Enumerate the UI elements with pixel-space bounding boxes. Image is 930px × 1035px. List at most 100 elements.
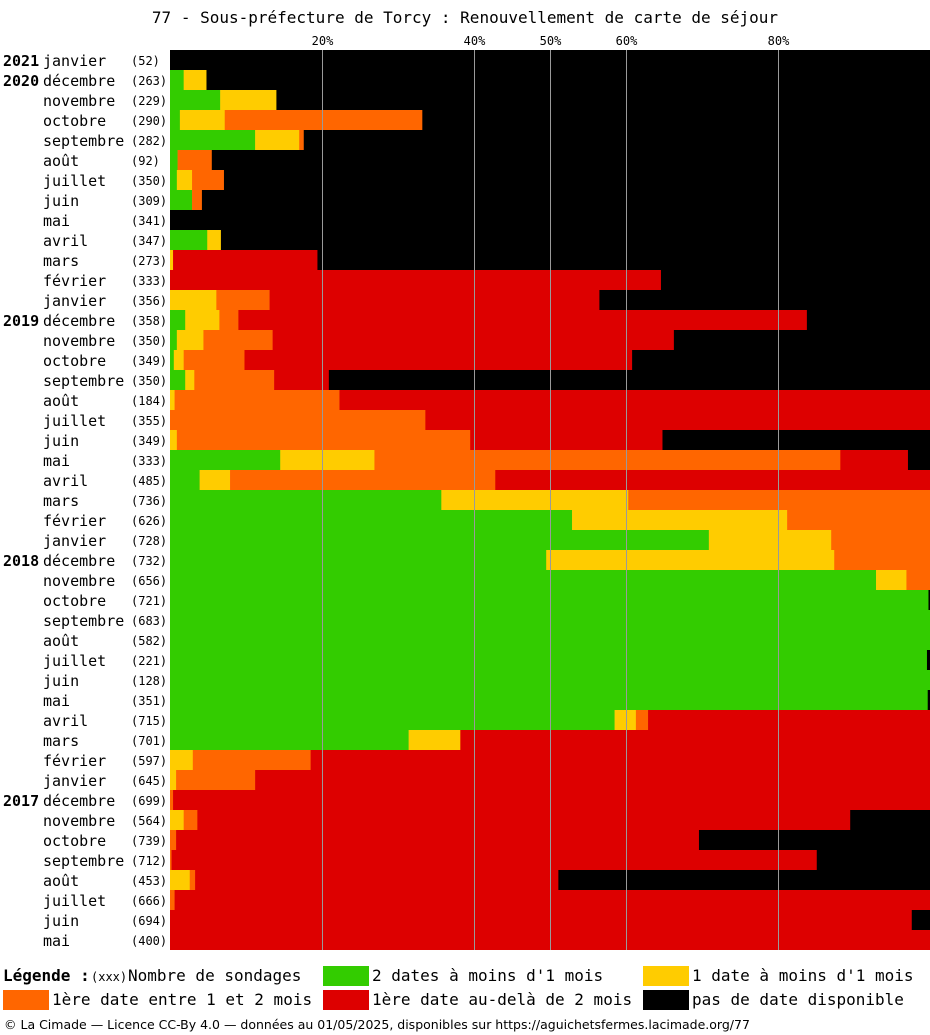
month-label: janvier bbox=[43, 772, 106, 790]
bar-row-30 bbox=[170, 650, 930, 670]
month-label: janvier bbox=[43, 532, 106, 550]
count-label: (351) bbox=[131, 694, 167, 708]
bar-row-4 bbox=[170, 130, 930, 150]
count-label: (683) bbox=[131, 614, 167, 628]
bar-segment-pas-de-date-disponible bbox=[220, 230, 930, 250]
bar-row-7 bbox=[170, 190, 930, 210]
bar-segment-pas-de-date-disponible bbox=[276, 90, 930, 110]
count-label: (350) bbox=[131, 374, 167, 388]
bar-segment-1ere-date-au-dela-de-2-mois bbox=[255, 770, 930, 790]
bar-segment-2-dates-a-moins-d-1-mois bbox=[170, 470, 200, 490]
count-label: (355) bbox=[131, 414, 167, 428]
bar-segment-2-dates-a-moins-d-1-mois bbox=[170, 490, 442, 510]
month-label: avril bbox=[43, 712, 88, 730]
month-label: juin bbox=[43, 192, 79, 210]
bar-segment-1ere-date-entre-1-et-2-mois bbox=[299, 130, 305, 150]
bar-segment-pas-de-date-disponible bbox=[223, 170, 930, 190]
bar-row-2 bbox=[170, 90, 930, 110]
bar-segment-2-dates-a-moins-d-1-mois bbox=[170, 450, 281, 470]
year-label: 2018 bbox=[3, 552, 39, 570]
count-label: (721) bbox=[131, 594, 167, 608]
bar-row-22 bbox=[170, 490, 930, 510]
count-label: (597) bbox=[131, 754, 167, 768]
bar-segment-1ere-date-au-dela-de-2-mois bbox=[174, 890, 930, 910]
x-tick-label: 80% bbox=[768, 34, 790, 48]
bar-segment-2-dates-a-moins-d-1-mois bbox=[170, 730, 409, 750]
month-label: juin bbox=[43, 432, 79, 450]
bar-segment-1ere-date-entre-1-et-2-mois bbox=[170, 790, 174, 810]
bar-segment-2-dates-a-moins-d-1-mois bbox=[170, 310, 186, 330]
bar-segment-pas-de-date-disponible bbox=[632, 350, 930, 370]
year-label: 2021 bbox=[3, 52, 39, 70]
bar-segment-1ere-date-entre-1-et-2-mois bbox=[177, 150, 213, 170]
count-label: (263) bbox=[131, 74, 167, 88]
bar-segment-1ere-date-entre-1-et-2-mois bbox=[194, 370, 275, 390]
count-label: (694) bbox=[131, 914, 167, 928]
bar-segment-2-dates-a-moins-d-1-mois bbox=[170, 110, 181, 130]
bar-segment-1-date-a-moins-d-1-mois bbox=[170, 290, 217, 310]
bar-segment-1ere-date-entre-1-et-2-mois bbox=[189, 870, 196, 890]
bar-segment-1ere-date-au-dela-de-2-mois bbox=[197, 810, 851, 830]
count-label: (485) bbox=[131, 474, 167, 488]
x-tick-label: 50% bbox=[540, 34, 562, 48]
bar-row-43 bbox=[170, 910, 930, 930]
bar-segment-1ere-date-entre-1-et-2-mois bbox=[628, 490, 930, 510]
bar-segment-1ere-date-entre-1-et-2-mois bbox=[174, 390, 340, 410]
legend: Légende : (xxx) Nombre de sondages 2 dat… bbox=[0, 962, 930, 1012]
bar-segment-1ere-date-au-dela-de-2-mois bbox=[495, 470, 930, 490]
bar-row-14 bbox=[170, 330, 930, 350]
bar-row-19 bbox=[170, 430, 930, 450]
bar-segment-1-date-a-moins-d-1-mois bbox=[185, 370, 195, 390]
month-label: septembre bbox=[43, 132, 124, 150]
bar-segment-1ere-date-entre-1-et-2-mois bbox=[203, 330, 273, 350]
count-label: (221) bbox=[131, 654, 167, 668]
bar-segment-1ere-date-au-dela-de-2-mois bbox=[648, 710, 930, 730]
bar-row-1 bbox=[170, 70, 930, 90]
legend-row-1: Légende : (xxx) Nombre de sondages 2 dat… bbox=[0, 964, 930, 988]
bar-segment-1ere-date-au-dela-de-2-mois bbox=[171, 850, 818, 870]
bar-segment-pas-de-date-disponible bbox=[328, 370, 930, 390]
month-label: juillet bbox=[43, 652, 106, 670]
bar-segment-1ere-date-au-dela-de-2-mois bbox=[470, 430, 663, 450]
month-label: juillet bbox=[43, 412, 106, 430]
bar-segment-1-date-a-moins-d-1-mois bbox=[441, 490, 629, 510]
month-label: août bbox=[43, 632, 79, 650]
bar-row-37 bbox=[170, 790, 930, 810]
bar-segment-pas-de-date-disponible bbox=[673, 330, 930, 350]
count-label: (582) bbox=[131, 634, 167, 648]
bar-segment-1ere-date-entre-1-et-2-mois bbox=[170, 850, 172, 870]
month-label: mai bbox=[43, 452, 70, 470]
month-label: mars bbox=[43, 492, 79, 510]
count-label: (358) bbox=[131, 314, 167, 328]
bar-segment-1ere-date-au-dela-de-2-mois bbox=[170, 910, 913, 930]
bar-row-27 bbox=[170, 590, 930, 610]
bar-segment-1ere-date-au-dela-de-2-mois bbox=[173, 790, 930, 810]
stacked-bar-chart: 2021 janvier (52)2020 décembre (263)novembre… bbox=[3, 34, 930, 950]
bar-segment-1-date-a-moins-d-1-mois bbox=[170, 390, 175, 410]
bar-segment-1ere-date-entre-1-et-2-mois bbox=[176, 770, 256, 790]
month-label: juin bbox=[43, 672, 79, 690]
month-label: mai bbox=[43, 692, 70, 710]
bar-segment-1-date-a-moins-d-1-mois bbox=[220, 90, 277, 110]
bar-row-21 bbox=[170, 470, 930, 490]
month-label: décembre bbox=[43, 312, 115, 330]
month-label: août bbox=[43, 152, 79, 170]
bar-segment-2-dates-a-moins-d-1-mois bbox=[170, 230, 208, 250]
bar-segment-1ere-date-entre-1-et-2-mois bbox=[176, 430, 471, 450]
bar-segment-1-date-a-moins-d-1-mois bbox=[572, 510, 788, 530]
bar-segment-1ere-date-au-dela-de-2-mois bbox=[195, 870, 559, 890]
legend-label-yellow: 1 date à moins d'1 mois bbox=[692, 966, 914, 985]
bar-segment-1ere-date-au-dela-de-2-mois bbox=[339, 390, 930, 410]
bar-segment-1ere-date-au-dela-de-2-mois bbox=[460, 730, 930, 750]
bar-segment-1-date-a-moins-d-1-mois bbox=[176, 170, 193, 190]
count-label: (349) bbox=[131, 434, 167, 448]
bar-segment-1ere-date-entre-1-et-2-mois bbox=[230, 470, 496, 490]
bar-segment-1-date-a-moins-d-1-mois bbox=[199, 470, 231, 490]
year-label: 2019 bbox=[3, 312, 39, 330]
bar-segment-2-dates-a-moins-d-1-mois bbox=[170, 130, 256, 150]
bar-segment-1-date-a-moins-d-1-mois bbox=[183, 70, 207, 90]
bar-row-10 bbox=[170, 250, 930, 270]
count-label: (656) bbox=[131, 574, 167, 588]
bar-segment-1-date-a-moins-d-1-mois bbox=[546, 550, 835, 570]
count-label: (128) bbox=[131, 674, 167, 688]
